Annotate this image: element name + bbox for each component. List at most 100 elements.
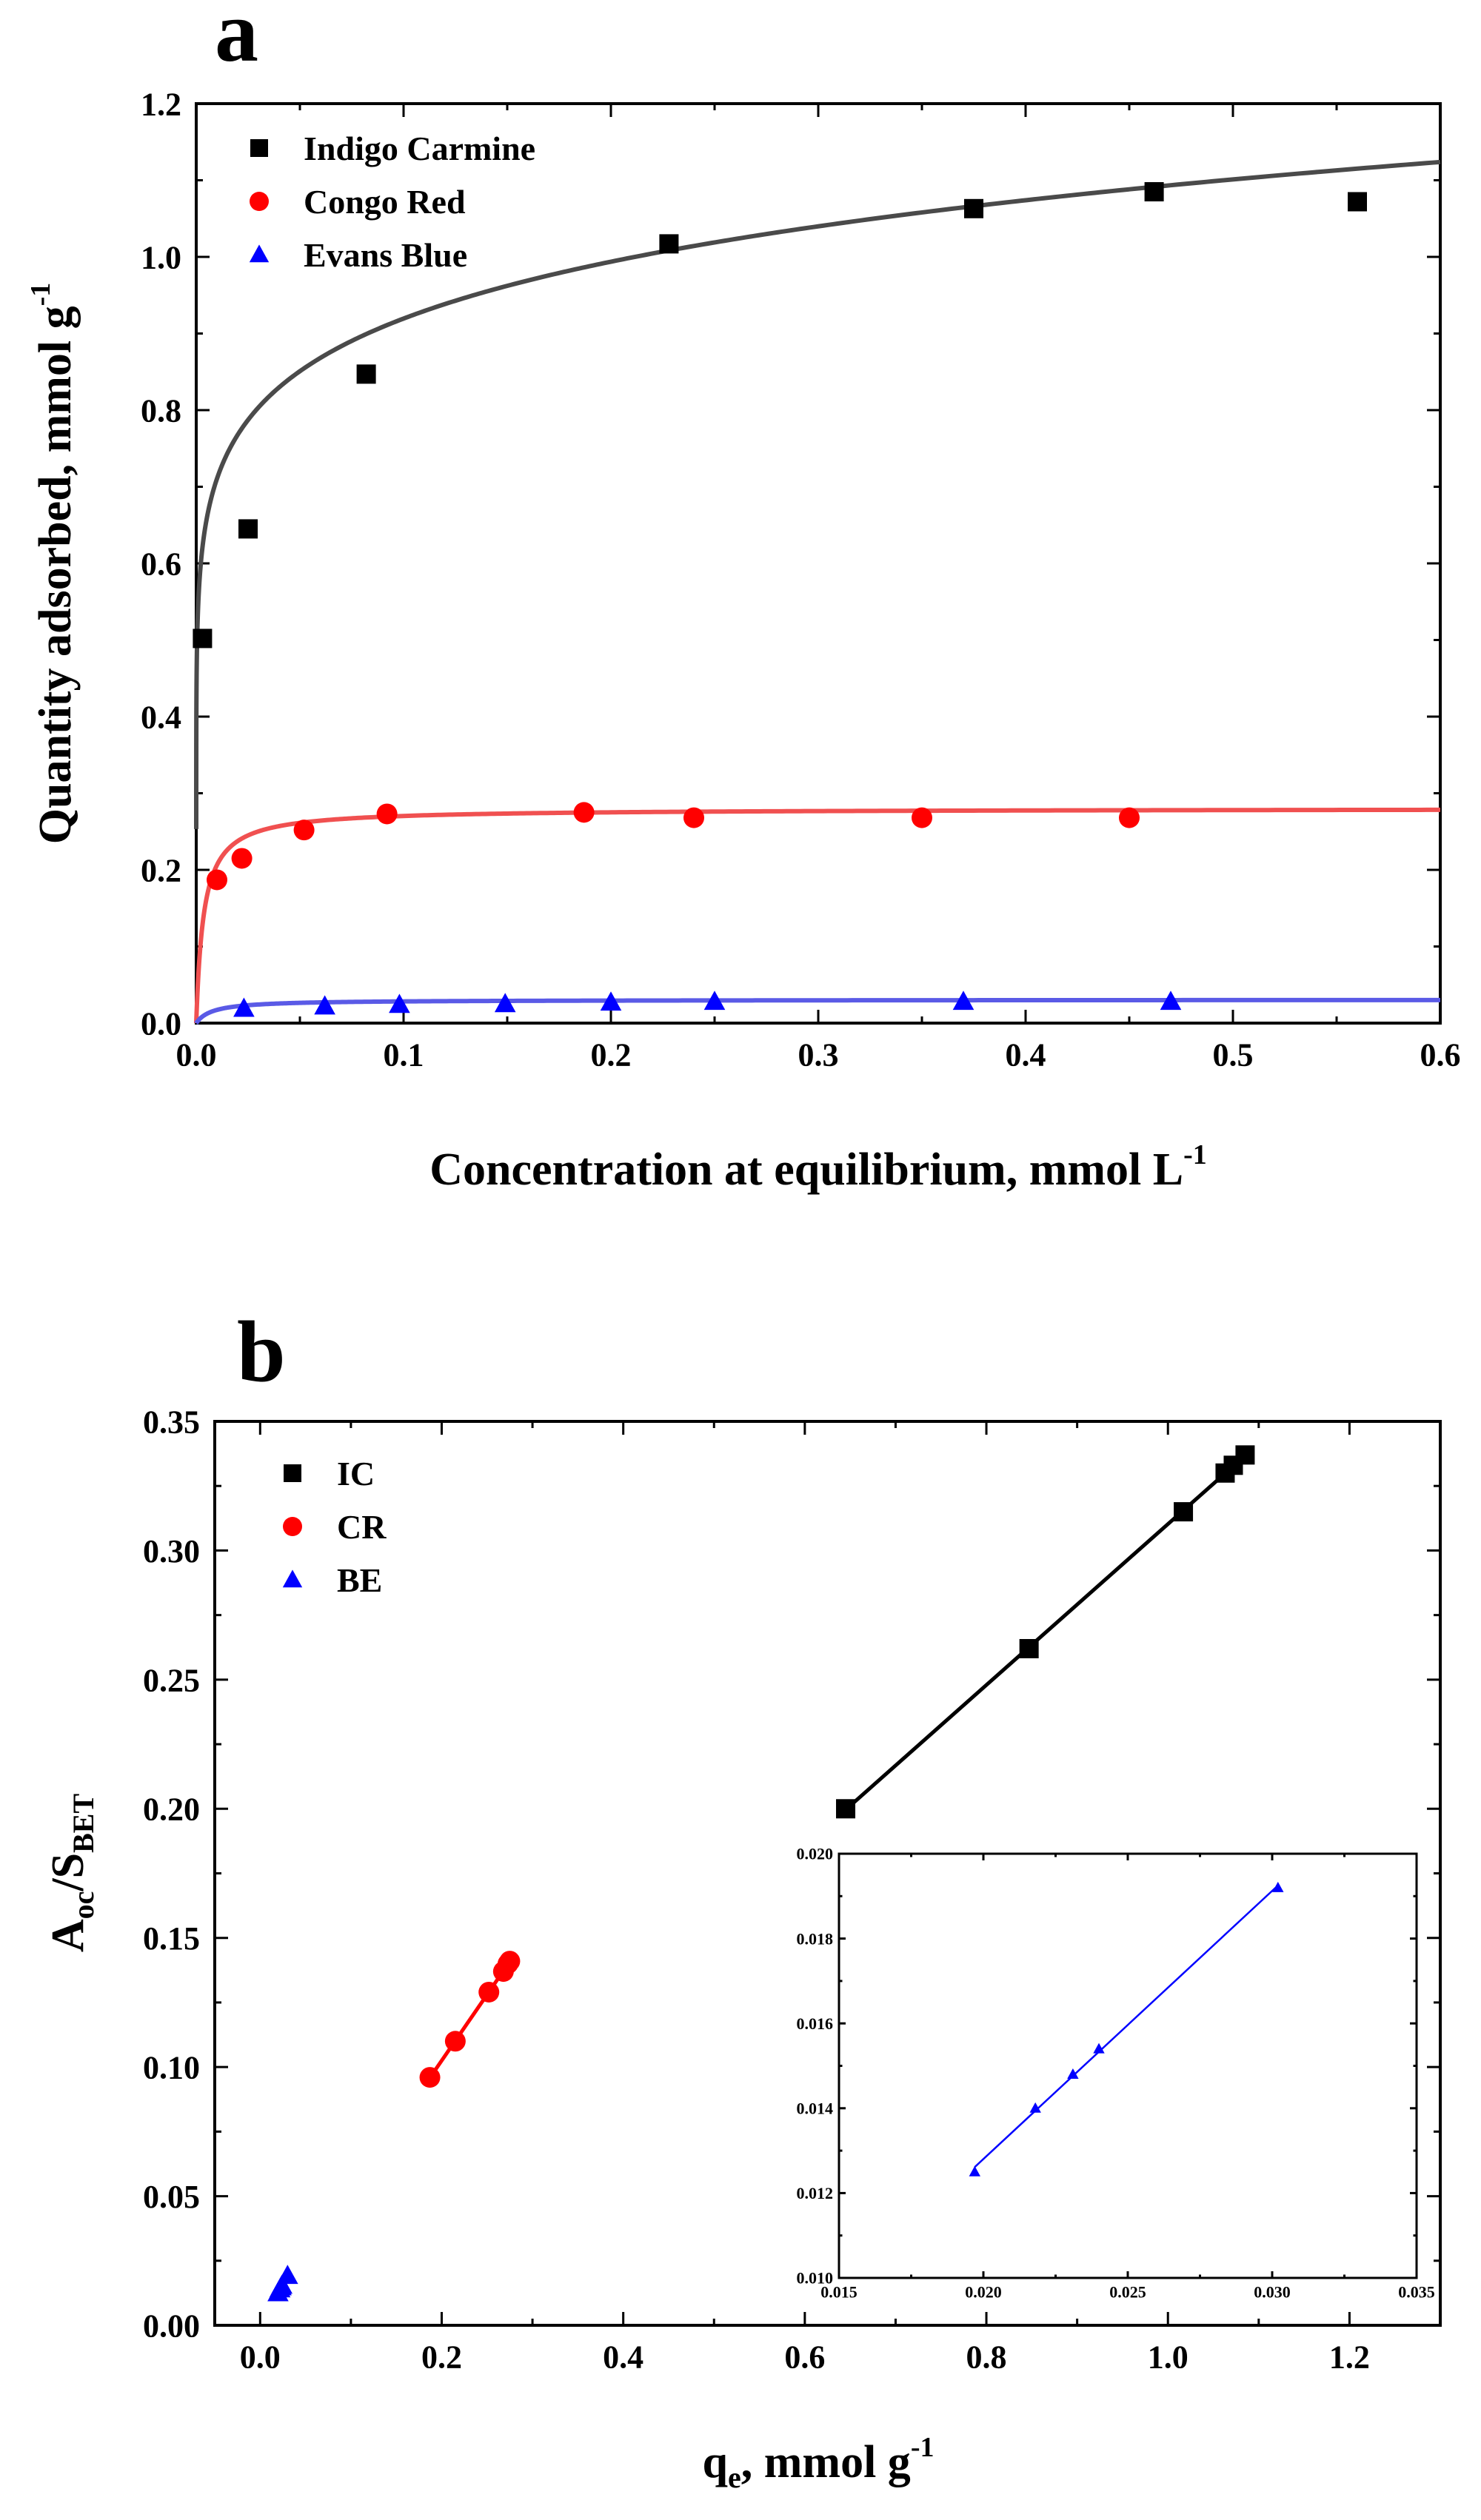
y-tick-label: 1.0 xyxy=(141,239,181,275)
y-tick-label: 0.35 xyxy=(143,1404,200,1440)
y-tick-label: 0.018 xyxy=(797,1929,834,1948)
inset-fit-line xyxy=(974,1884,1279,2168)
x-tick-label: 0.3 xyxy=(798,1036,839,1073)
data-point-ic xyxy=(1235,1445,1255,1465)
panel-a-y-axis-title: Quantity adsorbed, mmol g-1 xyxy=(25,283,81,845)
x-tick-label: 0.4 xyxy=(1006,1036,1046,1073)
data-point-evans-blue xyxy=(389,993,410,1013)
panel-a: a 0.00.20.40.60.81.01.2 0.0 0.1 0.2 0.3 0.4 0… xyxy=(25,0,1461,1195)
fit-line-cr xyxy=(428,1960,512,2080)
inset-data-points xyxy=(969,1881,1284,2176)
y-tick-label: 0.00 xyxy=(143,2308,200,2344)
x-tick-label: 0.5 xyxy=(1213,1036,1254,1073)
y-tick-label: 0.2 xyxy=(141,852,181,888)
data-point-evans-blue xyxy=(233,997,255,1017)
legend-label-evans-blue: Evans Blue xyxy=(304,236,467,274)
inset-data-point-be xyxy=(1093,2043,1105,2054)
x-tick-label: 0.8 xyxy=(966,2339,1007,2375)
panel-b-y-axis: 0.00 0.05 0.10 0.15 0.20 0.25 0.30 0.35 xyxy=(143,1404,1440,2344)
y-tick-label: 0.20 xyxy=(143,1792,200,1828)
data-point-be xyxy=(271,2274,293,2294)
data-point-evans-blue xyxy=(314,995,335,1015)
data-point-indigo-carmine xyxy=(1348,192,1367,212)
y-tick-label: 0.10 xyxy=(143,2050,200,2086)
data-point-indigo-carmine xyxy=(1144,182,1164,202)
y-tick-label: 0.016 xyxy=(797,2014,834,2033)
data-point-congo-red xyxy=(231,848,253,869)
data-point-evans-blue xyxy=(600,991,622,1011)
y-tick-label: 0.6 xyxy=(141,546,181,582)
data-point-evans-blue xyxy=(703,991,726,1011)
x-tick-label: 0.030 xyxy=(1254,2283,1291,2302)
x-tick-label: 0.1 xyxy=(384,1036,424,1073)
panel-b: b 0.000.050.100.150.200.250.300.35 0.0 0.… xyxy=(43,1303,1442,2494)
legend-marker-cr xyxy=(283,1517,302,1536)
x-tick-label: 1.0 xyxy=(1148,2339,1189,2375)
y-tick-label: 0.020 xyxy=(797,1845,834,1863)
inset-data-point-be xyxy=(1067,2068,1079,2079)
inset-plot-frame xyxy=(838,1852,1418,2279)
inset-y-axis: 0.010 0.012 0.014 0.016 0.018 0.020 xyxy=(797,1845,1417,2288)
data-point-congo-red xyxy=(376,803,398,825)
data-point-evans-blue xyxy=(1160,991,1182,1011)
fit-curve-congo-red xyxy=(194,807,1441,1024)
y-tick-label: 0.0 xyxy=(141,1005,181,1042)
panel-a-x-axis-title: Concentration at equilibrium, mmol L-1 xyxy=(429,1139,1206,1195)
y-tick-label: 0.4 xyxy=(141,699,181,735)
data-point-cr xyxy=(499,1951,521,1972)
data-point-indigo-carmine xyxy=(659,234,679,254)
data-point-congo-red xyxy=(1119,807,1140,828)
panel-b-data-points xyxy=(267,1445,1255,2302)
legend-marker-ic xyxy=(284,1464,301,1482)
inset-data-point-be xyxy=(1029,2102,1041,2113)
y-tick-label: 0.010 xyxy=(797,2269,834,2288)
panel-b-y-axis-title: Aoc/SBET xyxy=(43,1794,100,1953)
legend-label-cr: CR xyxy=(337,1508,387,1546)
inset-data-point-be xyxy=(1272,1881,1284,1892)
fit-curve-indigo-carmine xyxy=(194,159,1441,829)
fit-curve-evans-blue xyxy=(194,997,1440,1025)
panel-a-x-axis: 0.0 0.1 0.2 0.3 0.4 0.5 0.6 xyxy=(176,104,1461,1073)
x-tick-label: 1.2 xyxy=(1329,2339,1370,2375)
y-tick-label: 0.30 xyxy=(143,1533,200,1569)
legend-label-ic: IC xyxy=(337,1455,375,1492)
y-tick-label: 0.05 xyxy=(143,2179,200,2215)
data-point-congo-red xyxy=(293,820,315,841)
x-tick-label: 0.2 xyxy=(421,2339,462,2375)
data-point-indigo-carmine xyxy=(238,519,258,539)
x-tick-label: 0.4 xyxy=(603,2339,643,2375)
y-tick-label: 0.014 xyxy=(797,2100,834,2118)
inset-x-axis: 0.015 0.020 0.025 0.030 0.035 xyxy=(820,1854,1435,2302)
panel-a-fit-curves xyxy=(194,159,1441,1025)
panel-a-letter: a xyxy=(215,0,258,80)
panel-b-inset: 0.010 0.012 0.014 0.016 0.018 0.020 0.015 0.02… xyxy=(797,1845,1435,2302)
y-tick-label: 0.8 xyxy=(141,392,181,429)
panel-b-x-axis: 0.0 0.2 0.4 0.6 0.8 1.0 1.2 xyxy=(240,1421,1370,2375)
x-tick-label: 0.025 xyxy=(1109,2283,1146,2302)
data-point-cr xyxy=(419,2067,441,2088)
data-point-indigo-carmine xyxy=(964,198,983,218)
data-point-congo-red xyxy=(573,802,595,823)
panel-a-legend: Indigo Carmine Congo Red Evans Blue xyxy=(249,130,535,274)
panel-b-legend: IC CR BE xyxy=(282,1455,387,1599)
panel-a-data-points xyxy=(193,182,1367,1017)
legend-marker-congo-red xyxy=(250,192,269,211)
data-point-ic xyxy=(1174,1502,1194,1522)
panel-b-letter: b xyxy=(237,1303,286,1400)
inset-fit-line-be xyxy=(974,1884,1279,2168)
x-tick-label: 0.6 xyxy=(1420,1036,1461,1073)
x-tick-label: 0.0 xyxy=(176,1036,217,1073)
data-point-cr xyxy=(478,1981,500,2003)
x-tick-label: 0.035 xyxy=(1398,2283,1435,2302)
data-point-be xyxy=(277,2265,298,2285)
legend-marker-indigo-carmine xyxy=(250,139,268,157)
x-tick-label: 0.0 xyxy=(240,2339,281,2375)
data-point-congo-red xyxy=(683,807,704,828)
legend-label-be: BE xyxy=(337,1561,382,1599)
legend-label-congo-red: Congo Red xyxy=(304,183,466,221)
y-tick-label: 1.2 xyxy=(141,86,181,122)
x-tick-label: 0.020 xyxy=(965,2283,1002,2302)
legend-marker-be xyxy=(282,1569,303,1588)
data-point-evans-blue xyxy=(952,991,974,1011)
